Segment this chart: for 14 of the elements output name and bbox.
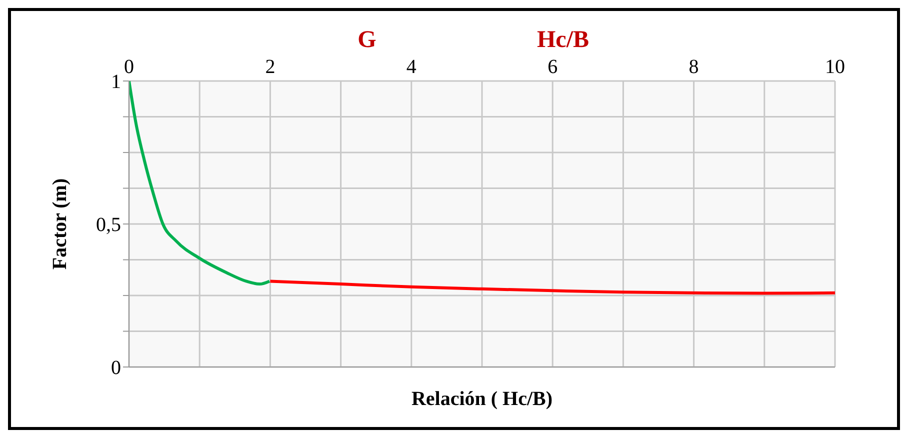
text: Hc/B — [537, 27, 589, 54]
x-tick-label: 10 — [825, 56, 845, 78]
x-tick-label: 2 — [265, 56, 276, 78]
line-series — [129, 81, 271, 286]
x-tick-label: 4 — [406, 56, 416, 78]
y-tick-label: 1 — [111, 71, 121, 94]
line-series — [268, 280, 835, 295]
x-tick-label: 6 — [548, 56, 558, 78]
x-axis-title: Relación ( Hc/B) — [411, 388, 553, 410]
y-axis-title: Factor (m) — [49, 178, 72, 270]
y-tick-label: 0 — [111, 357, 121, 380]
y-tick-label: 0,5 — [96, 214, 121, 236]
text: G — [358, 27, 376, 54]
x-tick-label: 8 — [688, 56, 699, 78]
